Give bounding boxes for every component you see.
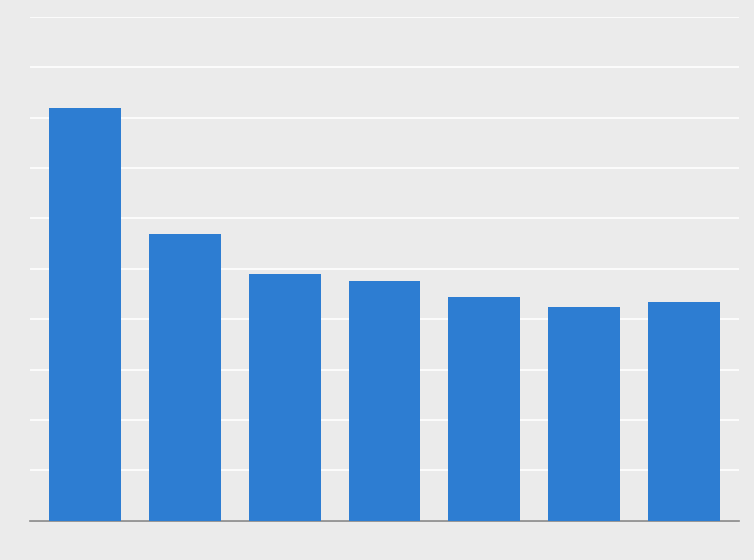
Bar (449, 297, 520, 521)
Bar (648, 301, 720, 521)
Bar (548, 307, 620, 521)
Bar (149, 234, 221, 521)
Bar (49, 108, 121, 521)
Bar (249, 274, 320, 521)
Bar (348, 282, 421, 521)
